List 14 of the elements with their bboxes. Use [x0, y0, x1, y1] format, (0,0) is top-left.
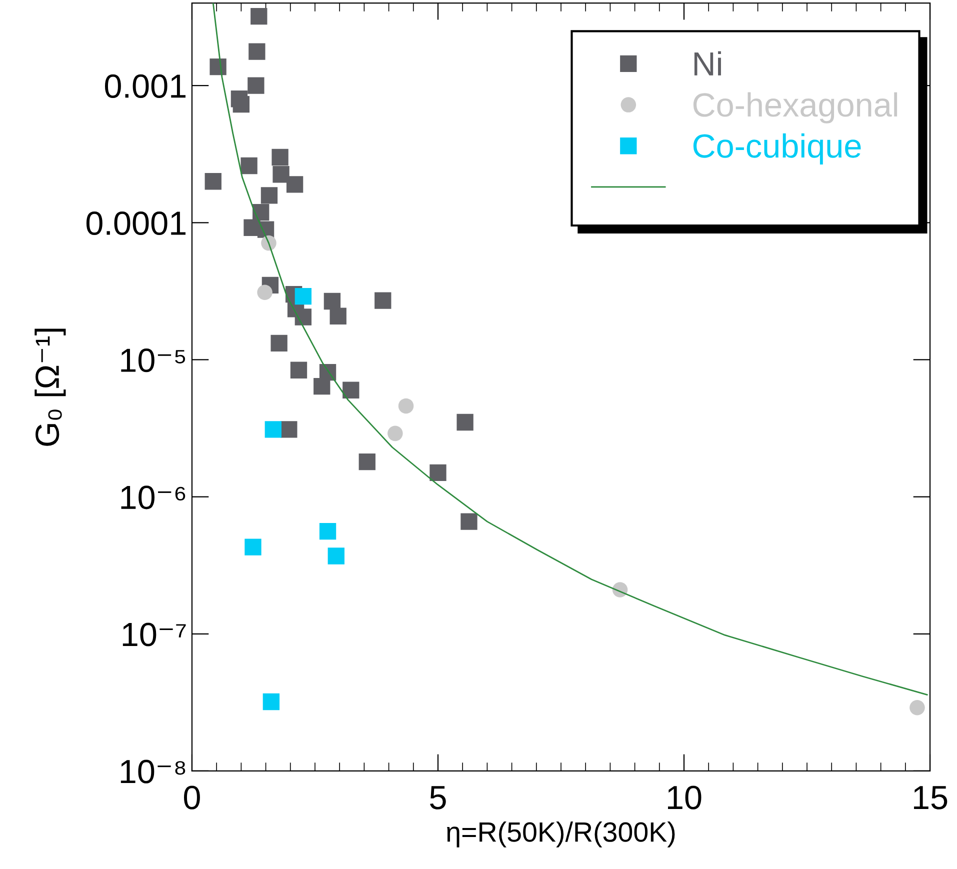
y-tick-label: 0.001 — [105, 74, 186, 98]
x-tick-label: 5 — [430, 786, 446, 810]
legend-label: Ni — [694, 51, 721, 76]
legend-label: Co-cubique — [693, 133, 861, 164]
x-tick-label: 0 — [184, 786, 200, 810]
x-tick-label: 10 — [668, 786, 702, 810]
y-tick-label: 10⁻⁸ — [120, 760, 186, 784]
y-tick-label: 10⁻⁷ — [122, 622, 186, 646]
x-tick-label: 15 — [914, 786, 948, 810]
y-tick-label: 0.0001 — [86, 211, 186, 236]
y-tick-label: 10⁻⁶ — [121, 486, 186, 510]
y-axis-title: G₀ [Ω⁻¹] — [34, 328, 66, 446]
y-tick-label: 10⁻⁵ — [121, 348, 186, 372]
x-axis-title: η=R(50K)/R(300K) — [447, 821, 675, 848]
